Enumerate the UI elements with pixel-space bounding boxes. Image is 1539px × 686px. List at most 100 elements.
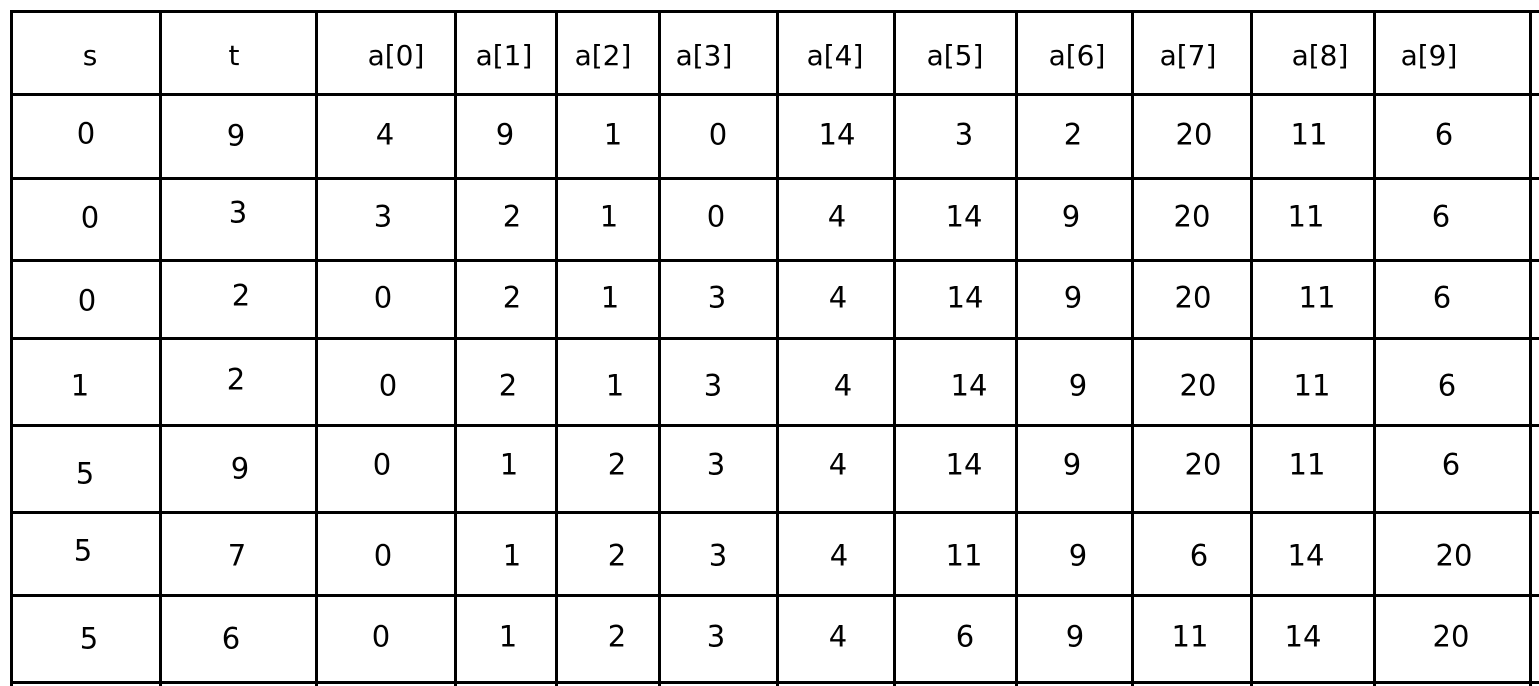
row-6-a8: 14 [1287,538,1325,573]
row-4-a4: 4 [833,368,853,403]
column-a3-a4-divider [776,10,779,686]
row-6-a2: 2 [607,538,627,573]
row-4-a2: 1 [605,368,625,403]
row-3-a3: 3 [707,280,727,315]
row-2-t: 3 [228,195,248,230]
row-3-a0: 0 [373,280,393,315]
row-4-a7: 20 [1179,368,1217,403]
column-a2-a3-divider [658,10,661,686]
column-s-t-divider [159,10,162,686]
column-header-a4: a[4] [806,39,864,72]
row-7-a7: 11 [1171,619,1209,654]
row-1-a3: 0 [708,117,728,152]
row-6-a9: 20 [1435,538,1473,573]
row-4-a0: 0 [378,368,398,403]
row-7-t: 6 [221,621,241,656]
row-6-border [10,594,1539,597]
column-header-a9: a[9] [1400,39,1458,72]
row-5-a6: 9 [1062,447,1082,482]
row-4-a5: 14 [950,368,988,403]
header-row-border [10,93,1539,96]
row-6-a1: 1 [502,538,522,573]
column-a7-a8-divider [1250,10,1253,686]
row-7-s: 5 [79,621,99,656]
row-1-a9: 6 [1434,117,1454,152]
row-5-a4: 4 [828,447,848,482]
row-1-a4: 14 [818,117,856,152]
row-2-a5: 14 [945,199,983,234]
row-7-a3: 3 [706,619,726,654]
row-2-a0: 3 [373,199,393,234]
row-5-a9: 6 [1441,447,1461,482]
row-3-t: 2 [231,278,251,313]
row-3-s: 0 [77,283,97,318]
row-6-a5: 11 [945,538,983,573]
column-header-a0: a[0] [367,39,425,72]
column-t-a0-divider [315,10,318,686]
row-7-a5: 6 [955,619,975,654]
column-a0-a1-divider [454,10,457,686]
row-4-a8: 11 [1293,368,1331,403]
row-5-a5: 14 [945,447,983,482]
row-5-a0: 0 [372,447,392,482]
row-4-a3: 3 [703,368,723,403]
row-5-border [10,511,1539,514]
column-header-a5: a[5] [926,39,984,72]
row-4-s: 1 [70,368,90,403]
column-header-a8: a[8] [1291,39,1349,72]
row-2-a3: 0 [706,199,726,234]
row-3-a6: 9 [1063,280,1083,315]
column-header-a6: a[6] [1048,39,1106,72]
row-6-a3: 3 [708,538,728,573]
column-a1-a2-divider [555,10,558,686]
column-a6-a7-divider [1131,10,1134,686]
row-4-a1: 2 [498,368,518,403]
row-7-a2: 2 [607,619,627,654]
row-6-a7: 6 [1189,538,1209,573]
row-3-a4: 4 [828,280,848,315]
row-6-a6: 9 [1068,538,1088,573]
row-3-a2: 1 [600,280,620,315]
column-header-t: t [228,39,240,72]
row-2-a4: 4 [827,199,847,234]
row-7-a9: 20 [1432,619,1470,654]
row-2-a8: 11 [1287,199,1325,234]
column-header-s: s [82,39,98,72]
row-2-s: 0 [80,200,100,235]
column-a4-a5-divider [893,10,896,686]
row-6-s: 5 [73,533,93,568]
row-1-s: 0 [76,116,96,151]
row-1-a6: 2 [1063,117,1083,152]
column-header-a2: a[2] [574,39,632,72]
row-4-a9: 6 [1437,368,1457,403]
row-2-a1: 2 [502,199,522,234]
row-4-a6: 9 [1068,368,1088,403]
row-2-a6: 9 [1061,199,1081,234]
row-7-a6: 9 [1065,619,1085,654]
row-1-a7: 20 [1175,117,1213,152]
row-7-a4: 4 [828,619,848,654]
row-5-a1: 1 [499,447,519,482]
row-7-a0: 0 [371,619,391,654]
row-5-a7: 20 [1184,447,1222,482]
row-5-a3: 3 [706,447,726,482]
row-1-t: 9 [226,118,246,153]
column-header-a1: a[1] [475,39,533,72]
row-3-a9: 6 [1432,280,1452,315]
row-1-a8: 11 [1290,117,1328,152]
row-6-a0: 0 [373,538,393,573]
column-header-a7: a[7] [1159,39,1217,72]
row-4-t: 2 [226,362,246,397]
row-2-a7: 20 [1173,199,1211,234]
row-3-border [10,337,1539,340]
row-5-a2: 2 [607,447,627,482]
row-3-a5: 14 [946,280,984,315]
table-bottom-border [10,681,1539,684]
row-7-a8: 14 [1284,619,1322,654]
row-1-a1: 9 [495,117,515,152]
row-6-a4: 4 [829,538,849,573]
row-2-a9: 6 [1431,199,1451,234]
row-1-a0: 4 [375,117,395,152]
row-1-border [10,177,1539,180]
